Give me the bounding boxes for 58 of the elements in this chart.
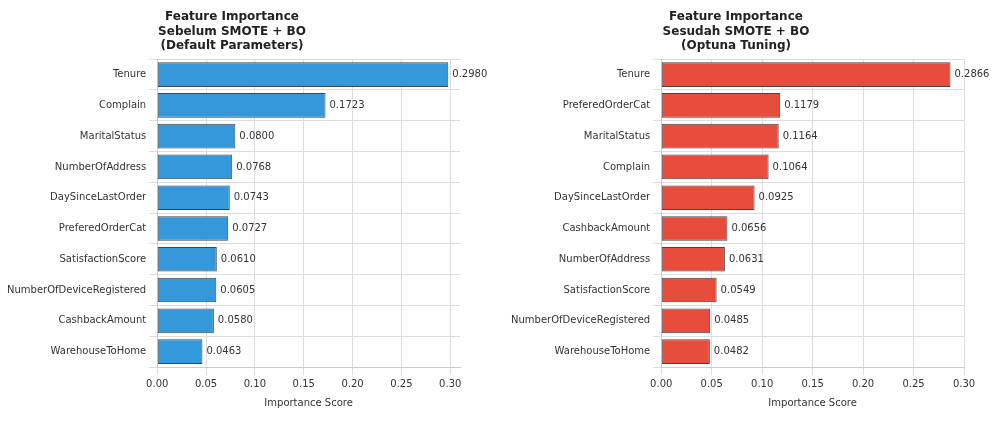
y-tick-label: NumberOfAddress bbox=[558, 252, 651, 264]
data-label: 0.0549 bbox=[720, 283, 756, 295]
data-label: 0.0482 bbox=[713, 345, 749, 357]
y-tick-label: NumberOfDeviceRegistered bbox=[7, 283, 147, 295]
x-tick-label: 0.20 bbox=[851, 377, 875, 389]
data-label: 0.0743 bbox=[233, 191, 269, 203]
data-label: 0.0463 bbox=[206, 345, 242, 357]
data-label: 0.0580 bbox=[217, 314, 253, 326]
data-label: 0.1723 bbox=[329, 98, 365, 110]
x-tick-label: 0.20 bbox=[341, 377, 364, 389]
y-tick-label: Complain bbox=[99, 98, 147, 110]
y-tick-label: Complain bbox=[603, 160, 651, 172]
y-tick-label: Tenure bbox=[615, 68, 651, 80]
y-tick-label: SatisfactionScore bbox=[563, 283, 651, 295]
y-tick-label: PreferedOrderCat bbox=[562, 98, 651, 110]
y-tick-label: SatisfactionScore bbox=[59, 252, 147, 264]
data-label: 0.2980 bbox=[452, 68, 488, 80]
y-tick-label: PreferedOrderCat bbox=[58, 222, 147, 234]
y-tick-label: WarehouseToHome bbox=[554, 345, 651, 357]
data-label: 0.0485 bbox=[714, 314, 750, 326]
x-tick-label: 0.30 bbox=[439, 377, 462, 389]
x-tick-label: 0.10 bbox=[243, 377, 267, 389]
data-label: 0.1064 bbox=[772, 160, 808, 172]
chart-title: Feature Importance Sebelum SMOTE + BO (Default Parameters) bbox=[158, 9, 306, 53]
data-label: 0.0727 bbox=[232, 222, 268, 234]
data-label: 0.1164 bbox=[782, 129, 818, 141]
x-tick-label: 0.05 bbox=[194, 377, 218, 389]
y-tick-label: NumberOfAddress bbox=[54, 160, 147, 172]
data-label: 0.0631 bbox=[728, 252, 764, 264]
x-tick-label: 0.15 bbox=[801, 377, 824, 389]
x-axis-title: Importance Score bbox=[264, 396, 353, 408]
y-tick-label: Tenure bbox=[111, 68, 147, 80]
data-label: 0.0800 bbox=[239, 129, 275, 141]
data-label: 0.0925 bbox=[758, 191, 794, 203]
x-tick-label: 0.00 bbox=[146, 377, 169, 389]
x-tick-label: 0.10 bbox=[751, 377, 774, 389]
data-label: 0.0768 bbox=[236, 160, 272, 172]
y-tick-label: CashbackAmount bbox=[562, 222, 651, 234]
y-tick-label: MaritalStatus bbox=[583, 129, 651, 141]
x-tick-label: 0.25 bbox=[390, 377, 413, 389]
x-tick-label: 0.30 bbox=[952, 377, 976, 389]
y-tick-label: DaySinceLastOrder bbox=[554, 191, 652, 203]
y-tick-label: WarehouseToHome bbox=[50, 345, 147, 357]
y-tick-label: DaySinceLastOrder bbox=[50, 191, 148, 203]
data-label: 0.1179 bbox=[784, 98, 820, 110]
y-tick-label: CashbackAmount bbox=[58, 314, 147, 326]
y-tick-label: NumberOfDeviceRegistered bbox=[511, 314, 651, 326]
y-tick-label: MaritalStatus bbox=[79, 129, 147, 141]
x-tick-label: 0.15 bbox=[292, 377, 315, 389]
x-tick-label: 0.05 bbox=[700, 377, 723, 389]
x-tick-label: 0.00 bbox=[650, 377, 673, 389]
x-axis-title: Importance Score bbox=[768, 396, 857, 408]
chart-title: Feature Importance Sesudah SMOTE + BO (Optuna Tuning) bbox=[662, 9, 810, 53]
data-label: 0.2866 bbox=[954, 68, 990, 80]
data-label: 0.0610 bbox=[220, 252, 256, 264]
data-label: 0.0605 bbox=[220, 283, 256, 295]
data-label: 0.0656 bbox=[731, 222, 767, 234]
x-tick-label: 0.25 bbox=[902, 377, 925, 389]
